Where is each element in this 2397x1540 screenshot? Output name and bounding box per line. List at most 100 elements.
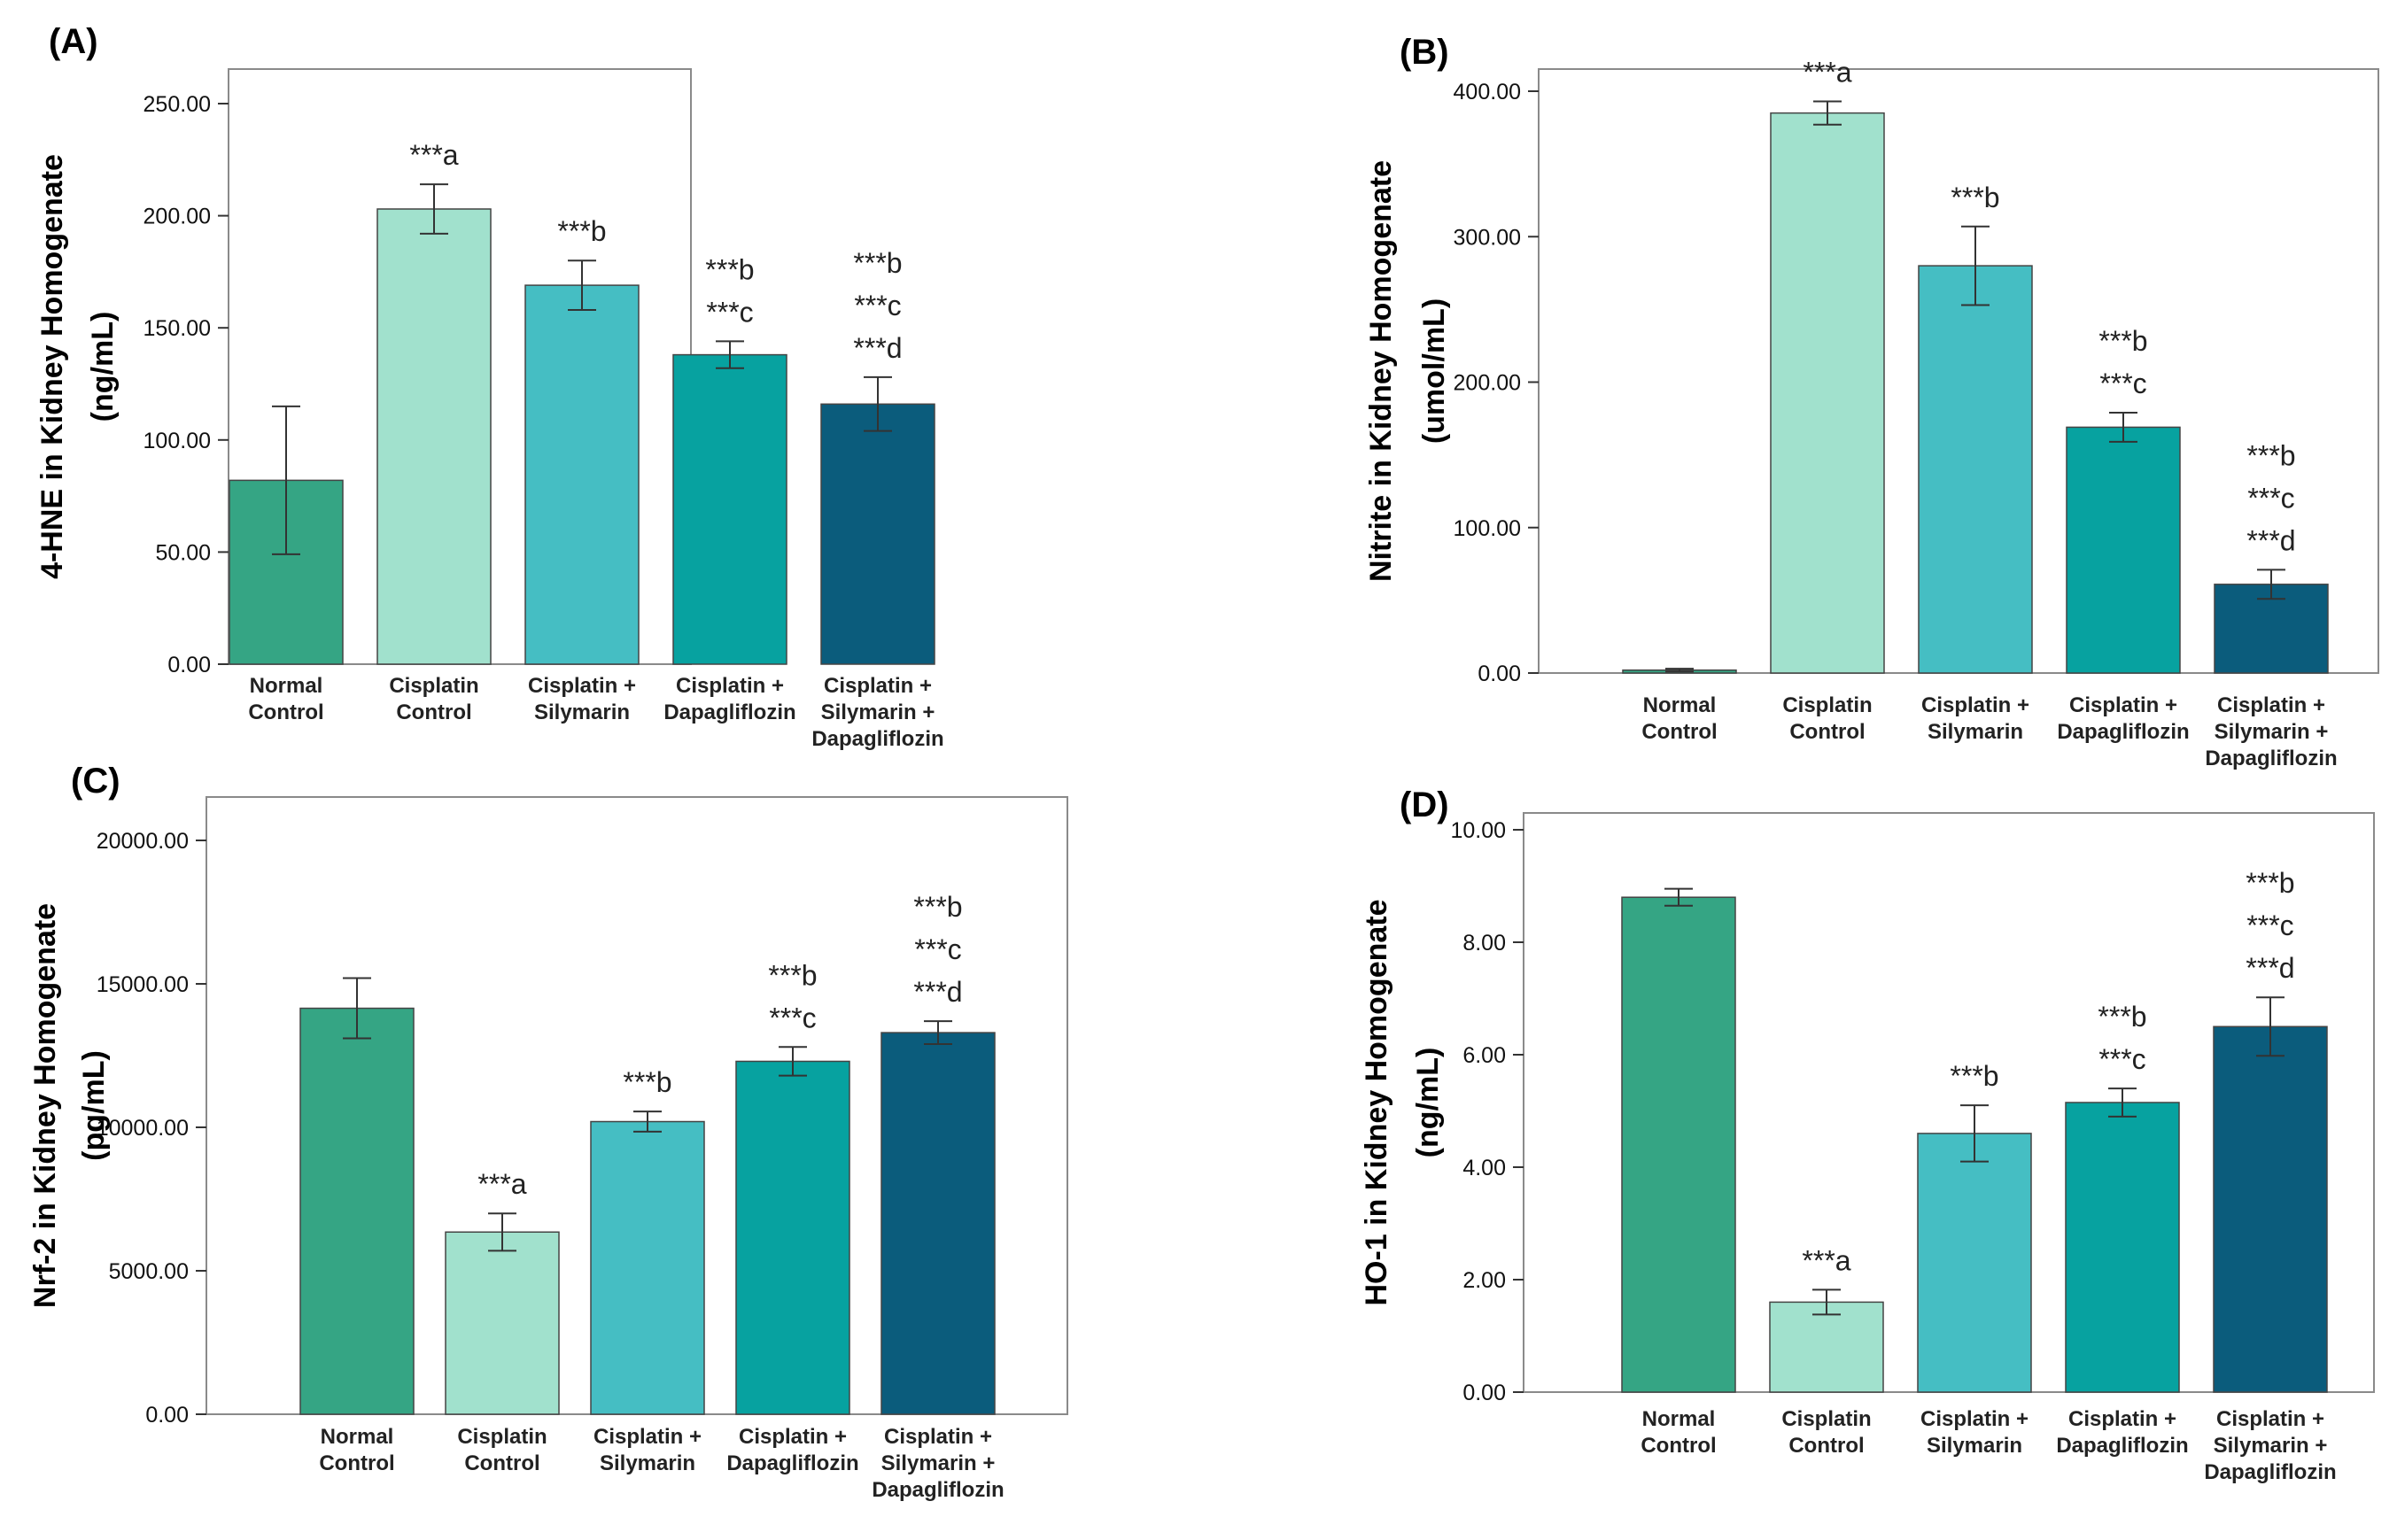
chart-panel-d: (D) 0.00 2.00 4.00 6.00 8.00 10.00 HO-1 in Kidn…: [1360, 785, 2375, 1484]
chart-panel-b: (B) 0.00 100.00 200.00 300.00 400.00 Nitrite i…: [1364, 33, 2379, 770]
x-category-label: Dapagliflozin: [2205, 747, 2337, 770]
bar: [880, 1032, 996, 1415]
bar: [1770, 112, 1885, 674]
significance-label: ***b: [2246, 867, 2294, 899]
y-tick-label: 250.00: [144, 92, 211, 117]
y-axis-label: Nrf-2 in Kidney Homogenate: [28, 903, 62, 1308]
bar: [590, 1120, 705, 1415]
significance-label: ***a: [409, 139, 458, 171]
y-tick-label: 0.00: [167, 653, 211, 677]
x-category-label: Dapagliflozin: [872, 1478, 1004, 1502]
y-tick-label: 5000.00: [109, 1259, 189, 1284]
y-axis-unit-label: (umol/mL): [1417, 298, 1451, 444]
bar: [299, 1007, 415, 1415]
bar: [2066, 426, 2181, 674]
y-tick-label: 200.00: [1454, 371, 1521, 396]
bar: [1917, 1133, 2032, 1393]
x-category-label: Control: [464, 1451, 539, 1475]
y-tick-label: 0.00: [1478, 662, 1521, 686]
significance-label: ***a: [1803, 56, 1851, 88]
bar: [672, 353, 787, 665]
x-category-label: Cisplatin +: [593, 1425, 702, 1449]
x-category-label: Silymarin +: [821, 700, 935, 724]
significance-label: ***a: [1802, 1244, 1850, 1276]
panel-label: (D): [1400, 785, 1449, 824]
x-category-label: Dapagliflozin: [663, 700, 795, 724]
x-category-label: Cisplatin: [389, 674, 478, 698]
y-tick-label: 50.00: [155, 540, 211, 565]
y-axis-unit-label: (ng/mL): [86, 312, 120, 422]
panel-label: (B): [1400, 33, 1449, 72]
x-category-label: Cisplatin +: [676, 674, 784, 698]
x-category-label: Cisplatin +: [1921, 693, 2029, 717]
y-tick-label: 10.00: [1450, 818, 1506, 843]
x-category-label: Cisplatin +: [2217, 693, 2325, 717]
y-tick-label: 8.00: [1462, 931, 1506, 956]
significance-label: ***c: [854, 290, 901, 321]
bar: [1769, 1301, 1884, 1393]
significance-label: ***c: [2247, 482, 2294, 514]
x-category-label: Cisplatin +: [2068, 1407, 2176, 1431]
panel-label: (C): [71, 762, 120, 801]
significance-label: ***d: [2246, 952, 2294, 984]
x-category-label: Control: [319, 1451, 394, 1475]
y-axis-label: Nitrite in Kidney Homogenate: [1364, 160, 1398, 582]
x-category-label: Cisplatin +: [884, 1425, 992, 1449]
x-category-label: Dapagliflozin: [811, 727, 943, 751]
x-category-label: Silymarin: [1928, 720, 2023, 744]
y-tick-label: 200.00: [144, 205, 211, 229]
y-axis-unit-label: (ng/mL): [1411, 1048, 1445, 1158]
x-category-label: Dapagliflozin: [2056, 1434, 2188, 1458]
x-category-label: Cisplatin +: [824, 674, 932, 698]
x-category-label: Silymarin +: [881, 1451, 996, 1475]
significance-label: ***b: [1951, 182, 1999, 213]
y-tick-label: 10000.00: [97, 1116, 189, 1141]
bar: [445, 1231, 560, 1415]
y-tick-label: 0.00: [1462, 1381, 1506, 1405]
significance-label: ***c: [2099, 368, 2146, 399]
significance-label: ***c: [706, 296, 753, 328]
x-category-label: Control: [1641, 720, 1717, 744]
y-axis-label: HO-1 in Kidney Homogenate: [1360, 899, 1393, 1305]
y-tick-label: 150.00: [144, 316, 211, 341]
y-axis-label: 4-HNE in Kidney Homogenate: [35, 154, 69, 579]
significance-label: ***b: [2246, 439, 2295, 471]
significance-label: ***c: [914, 933, 961, 965]
x-category-label: Normal: [1643, 693, 1717, 717]
x-category-label: Cisplatin +: [739, 1425, 847, 1449]
x-category-label: Normal: [250, 674, 323, 698]
bar: [820, 403, 935, 665]
x-category-label: Control: [1788, 1434, 1864, 1458]
significance-label: ***b: [1950, 1060, 1998, 1092]
bar: [1918, 265, 2033, 674]
significance-label: ***b: [2098, 1001, 2146, 1033]
x-category-label: Cisplatin +: [528, 674, 636, 698]
significance-label: ***d: [853, 332, 902, 364]
y-tick-label: 0.00: [145, 1403, 189, 1428]
x-category-label: Silymarin: [1927, 1434, 2022, 1458]
bar: [2213, 1025, 2328, 1393]
bar: [376, 208, 492, 665]
significance-label: ***b: [768, 959, 817, 991]
significance-label: ***d: [913, 976, 962, 1008]
x-category-label: Silymarin +: [2215, 720, 2329, 744]
x-category-label: Cisplatin +: [2069, 693, 2177, 717]
x-category-label: Control: [1641, 1434, 1716, 1458]
significance-label: ***b: [853, 247, 902, 279]
significance-label: ***c: [2098, 1043, 2145, 1075]
chart-panel-a: (A) 0.00 50.00 100.00 150.00 200.00 250.00 4-HN…: [35, 22, 944, 751]
bar: [735, 1060, 850, 1415]
x-category-label: Cisplatin +: [1920, 1407, 2029, 1431]
x-category-label: Silymarin: [600, 1451, 695, 1475]
significance-label: ***b: [2098, 325, 2147, 357]
bar: [2065, 1102, 2180, 1393]
y-tick-label: 2.00: [1462, 1268, 1506, 1293]
x-category-label: Normal: [321, 1425, 394, 1449]
y-tick-label: 300.00: [1454, 225, 1521, 250]
y-tick-label: 100.00: [144, 429, 211, 453]
x-category-label: Silymarin +: [2214, 1434, 2328, 1458]
x-category-label: Cisplatin: [1782, 693, 1872, 717]
x-category-label: Control: [248, 700, 323, 724]
x-category-label: Control: [396, 700, 471, 724]
